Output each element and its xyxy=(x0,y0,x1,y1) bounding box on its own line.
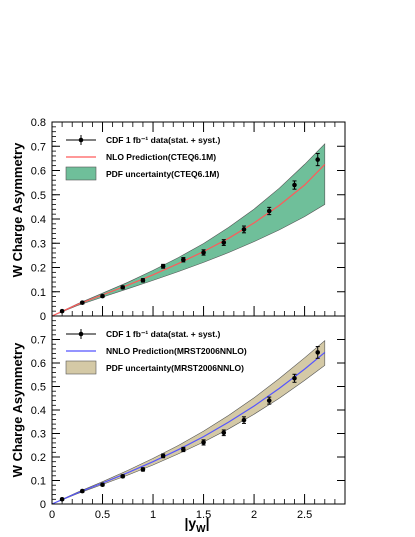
data-point xyxy=(160,453,166,459)
x-tick-label: 1.5 xyxy=(196,509,211,521)
data-point xyxy=(221,430,227,436)
data-point xyxy=(100,293,105,299)
data-point xyxy=(266,208,272,214)
legend-band-label: PDF uncertainty(CTEQ6.1M) xyxy=(106,169,220,179)
data-point xyxy=(181,447,186,452)
x-tick-label: 1 xyxy=(150,509,156,521)
x-tick-label: 0.5 xyxy=(95,509,110,521)
data-point xyxy=(241,227,247,232)
data-point xyxy=(80,488,85,494)
legend-data-label: CDF 1 fb⁻¹ data(stat. + syst.) xyxy=(106,135,220,145)
y-tick-label: 0.2 xyxy=(31,263,46,275)
y-tick-label: 0 xyxy=(40,311,46,323)
top-panel: 0 0.1 0.2 0.3 0.4 0.5 0.6 0.7 0.8 W Charge Asymme… xyxy=(10,117,346,323)
legend-data-marker xyxy=(78,331,84,337)
data-point xyxy=(160,263,166,269)
y-tick-label: 0.4 xyxy=(31,214,46,226)
data-point xyxy=(315,350,321,355)
y-tick-label: 0.1 xyxy=(31,476,46,488)
data-point xyxy=(292,182,297,188)
y-tick-label: 0.1 xyxy=(31,287,46,299)
y-tick-label: 0.2 xyxy=(31,452,46,464)
data-point xyxy=(120,285,126,290)
data-point xyxy=(292,375,297,381)
prediction-line xyxy=(51,351,326,505)
legend-band-swatch xyxy=(65,166,97,181)
data-point xyxy=(140,467,146,472)
legend-band-label: PDF uncertainty(MRST2006NNLO) xyxy=(106,363,244,373)
y-tick-label: 0.6 xyxy=(31,358,46,370)
x-tick-label: 0 xyxy=(49,509,55,521)
data-point xyxy=(80,300,85,305)
y-tick-label: 0.6 xyxy=(31,166,46,178)
data-point xyxy=(181,257,186,263)
y-tick-label: 0.7 xyxy=(31,335,46,347)
legend-data-marker xyxy=(78,137,84,143)
legend-prediction-label: NLO Prediction(CTEQ6.1M) xyxy=(106,152,216,162)
x-tick-label: 2 xyxy=(251,509,257,521)
data-point xyxy=(315,157,321,162)
pdf-uncertainty-band xyxy=(51,143,326,317)
data-point xyxy=(100,482,105,488)
y-tick-label: 0.3 xyxy=(31,238,46,250)
legend-prediction-label: NNLO Prediction(MRST2006NNLO) xyxy=(106,346,247,356)
y-tick-label: 0.5 xyxy=(31,190,46,202)
data-point xyxy=(140,278,146,283)
prediction-line xyxy=(51,163,326,317)
data-point xyxy=(266,398,272,403)
x-tick-label: 2.5 xyxy=(297,509,312,521)
legend-data-label: CDF 1 fb⁻¹ data(stat. + syst.) xyxy=(106,329,220,339)
data-point xyxy=(201,250,206,255)
y-tick-label: 0.8 xyxy=(31,117,46,129)
data-point xyxy=(221,240,227,245)
y-axis-label: W Charge Asymmetry xyxy=(10,142,25,277)
y-tick-label: 0.7 xyxy=(31,141,46,153)
data-point xyxy=(201,440,206,445)
legend-band-swatch xyxy=(65,360,97,375)
y-tick-label: 0.4 xyxy=(31,405,46,417)
y-tick-label: 0 xyxy=(40,499,46,511)
data-point xyxy=(120,473,126,479)
y-tick-label: 0.5 xyxy=(31,382,46,394)
y-tick-label: 0.3 xyxy=(31,429,46,441)
data-point xyxy=(241,417,247,423)
bottom-panel: 0 0.1 0.2 0.3 0.4 0.5 0.6 0.7 0 0.5 1 1.5 2 2.5 W Char… xyxy=(10,315,346,521)
y-axis-label: W Charge Asymmetry xyxy=(10,342,25,477)
